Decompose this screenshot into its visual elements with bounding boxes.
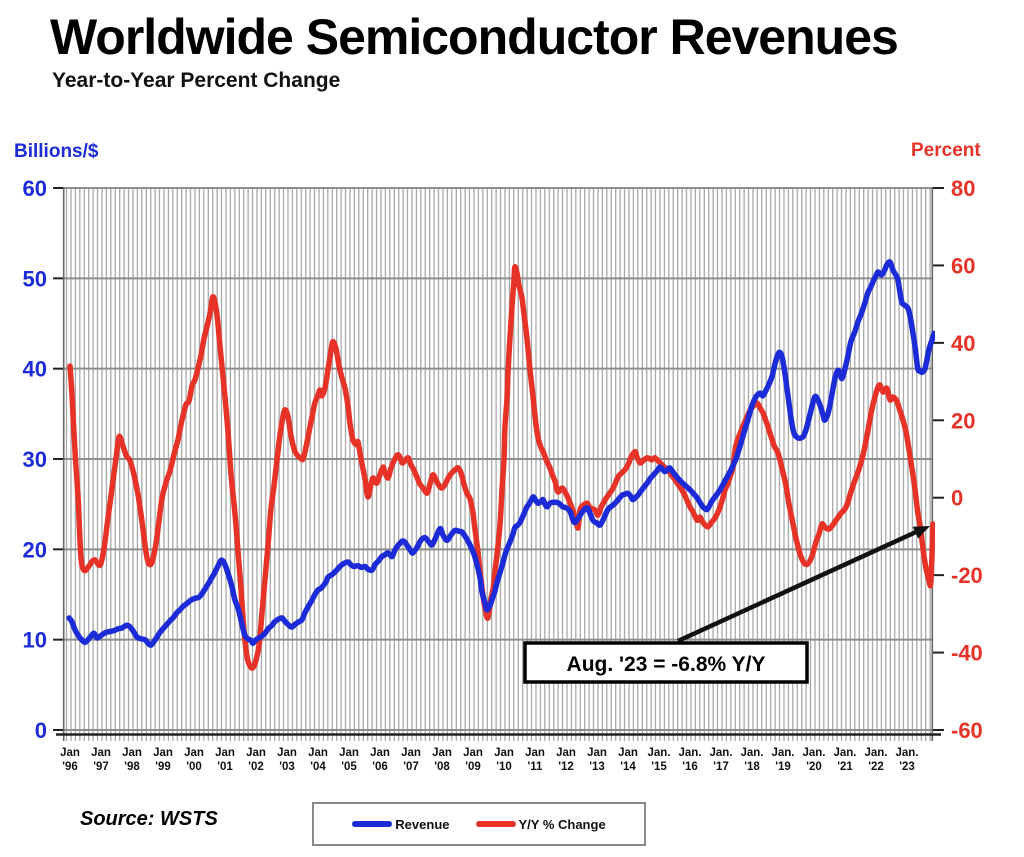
left-axis-tick-labels: 60 50 40 30 20 10 0: [23, 176, 47, 743]
svg-text:40: 40: [23, 357, 47, 382]
x-axis-label: Jan. '23: [895, 747, 918, 773]
svg-text:50: 50: [23, 266, 47, 291]
legend-label-revenue: Revenue: [395, 816, 450, 832]
plot-frame: [56, 188, 941, 741]
x-axis-label: Jan '05: [339, 747, 359, 773]
revenue-line-swatch: [352, 821, 393, 827]
x-axis-label: Jan. '20: [802, 747, 825, 773]
x-axis-label: Jan '00: [184, 747, 204, 773]
svg-text:20: 20: [951, 408, 975, 433]
x-axis-label: Jan. '21: [833, 747, 856, 773]
revenue-line: [66, 259, 935, 648]
x-axis-label: Jan '10: [494, 747, 514, 773]
x-axis-label: Jan '11: [525, 747, 545, 773]
x-axis-label: Jan. '18: [740, 747, 763, 773]
svg-text:0: 0: [951, 486, 963, 511]
x-axis-label: Jan '08: [432, 747, 452, 773]
x-axis-label: Jan '14: [618, 747, 638, 773]
x-axis-label: Jan. '15: [647, 747, 670, 773]
svg-text:0: 0: [35, 718, 47, 743]
svg-text:-20: -20: [951, 563, 983, 588]
annotation-text: Aug. '23 = -6.8% Y/Y: [567, 653, 766, 676]
axis-ticks: [53, 187, 944, 731]
svg-text:20: 20: [23, 537, 47, 562]
svg-text:30: 30: [23, 447, 47, 472]
x-axis-label: Jan '03: [277, 747, 297, 773]
yy-change-line-swatch: [475, 821, 516, 827]
x-axis-label: Jan '04: [308, 747, 328, 773]
svg-text:10: 10: [23, 628, 47, 653]
annotation-box: [523, 641, 809, 684]
left-axis-caption: Billions/$: [14, 141, 99, 162]
x-axis-label: Jan '02: [246, 747, 266, 773]
x-axis-label: Jan '13: [587, 747, 607, 773]
x-axis-label: Jan '96: [60, 747, 80, 773]
svg-text:-40: -40: [951, 641, 983, 666]
h-gridlines: [63, 187, 933, 731]
source-note: Source: WSTS: [80, 808, 218, 830]
right-axis-tick-labels: 80 60 40 20 0 -20 -40 -60: [951, 176, 983, 743]
right-axis-caption: Percent: [911, 140, 981, 161]
x-axis-label: Jan '97: [91, 747, 111, 773]
x-axis-label: Jan '09: [463, 747, 483, 773]
svg-text:80: 80: [951, 176, 975, 201]
x-axis-label: Jan. '16: [678, 747, 701, 773]
x-axis-label: Jan. '22: [864, 747, 887, 773]
svg-text:60: 60: [23, 176, 47, 201]
x-axis-label: Jan '99: [153, 747, 173, 773]
annotation-arrowhead: [912, 526, 930, 539]
x-axis-label: Jan. '19: [771, 747, 794, 773]
page-subtitle: Year-to-Year Percent Change: [52, 69, 341, 92]
svg-text:40: 40: [951, 331, 975, 356]
svg-text:-60: -60: [951, 718, 983, 743]
x-axis-label: Jan '12: [556, 747, 576, 773]
x-axis-label: Jan '01: [215, 747, 235, 773]
legend-item-yy-change: Y/Y % Change: [475, 816, 606, 832]
x-axis-label: Jan. '17: [709, 747, 732, 773]
yy-change-line: [67, 264, 935, 671]
x-axis-labels: Jan '96 Jan '97 Jan '98 Jan '99 Jan '00 Jan '01 Jan '…: [60, 747, 918, 773]
legend-box: Revenue Y/Y % Change: [312, 802, 646, 846]
legend-item-revenue: Revenue: [352, 816, 450, 832]
page-title: Worldwide Semiconductor Revenues: [50, 9, 899, 65]
annotation-arrow: [677, 529, 917, 644]
x-axis-label: Jan '98: [122, 747, 142, 773]
x-axis-label: Jan '06: [370, 747, 390, 773]
annotation: Aug. '23 = -6.8% Y/Y: [523, 526, 930, 684]
x-axis-label: Jan '07: [401, 747, 421, 773]
legend-label-yy-change: Y/Y % Change: [518, 816, 606, 832]
svg-text:60: 60: [951, 253, 975, 278]
